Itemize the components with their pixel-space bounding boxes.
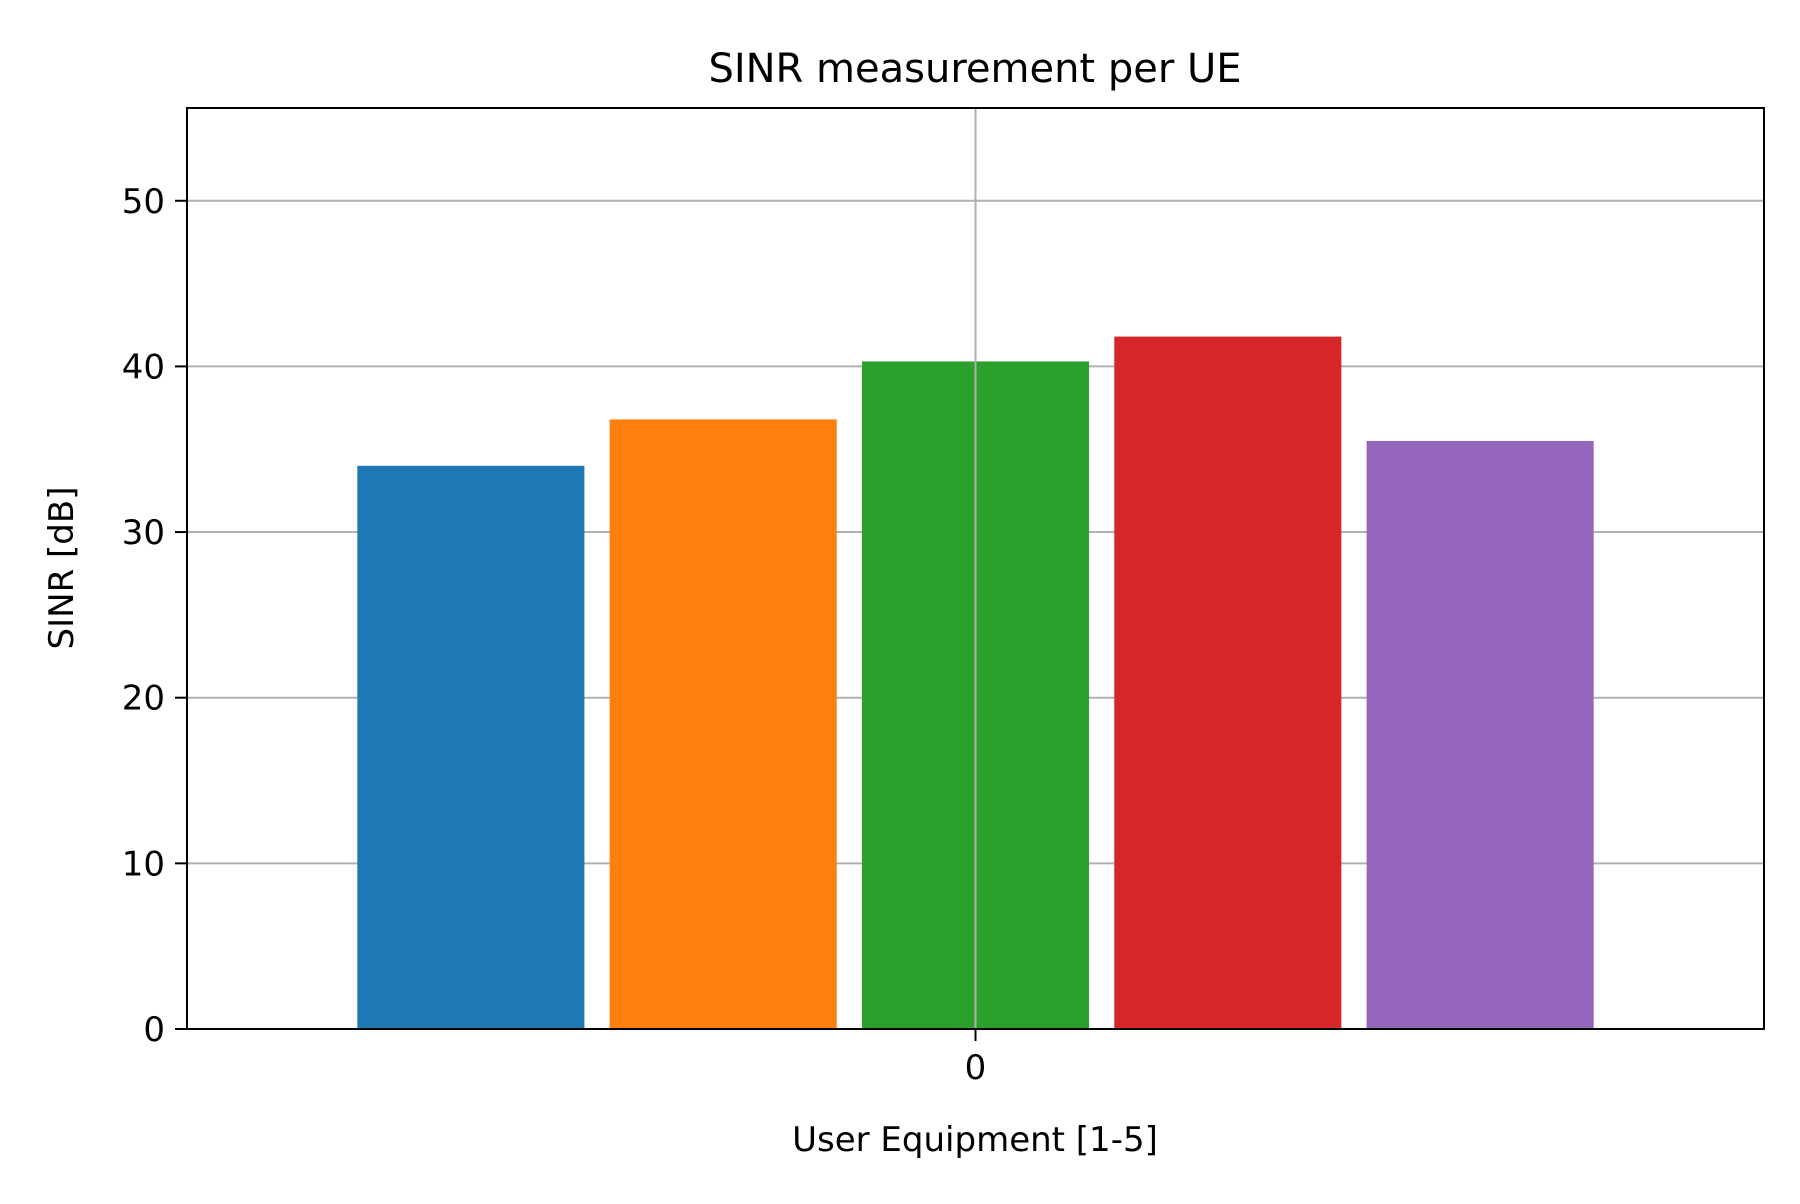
chart-title: SINR measurement per UE [708,46,1241,92]
y-tick-label: 40 [122,347,165,387]
y-axis-label: SINR [dB] [42,487,82,650]
y-tick-label: 30 [122,513,165,553]
bar-ue-4 [1114,336,1342,1030]
x-tick-label: 0 [965,1048,987,1088]
bar-ue-2 [609,419,837,1030]
y-tick-label: 20 [122,679,165,719]
y-axis-ticks: 0 10 20 30 40 50 [122,182,187,1050]
x-axis-label: User Equipment [1-5] [792,1120,1158,1160]
y-tick-label: 10 [122,844,165,884]
y-tick-label: 50 [122,182,165,222]
y-tick-label: 0 [143,1010,165,1050]
bar-ue-1 [357,465,585,1029]
x-axis-ticks: 0 [965,1029,987,1088]
bar-ue-5 [1366,440,1594,1030]
